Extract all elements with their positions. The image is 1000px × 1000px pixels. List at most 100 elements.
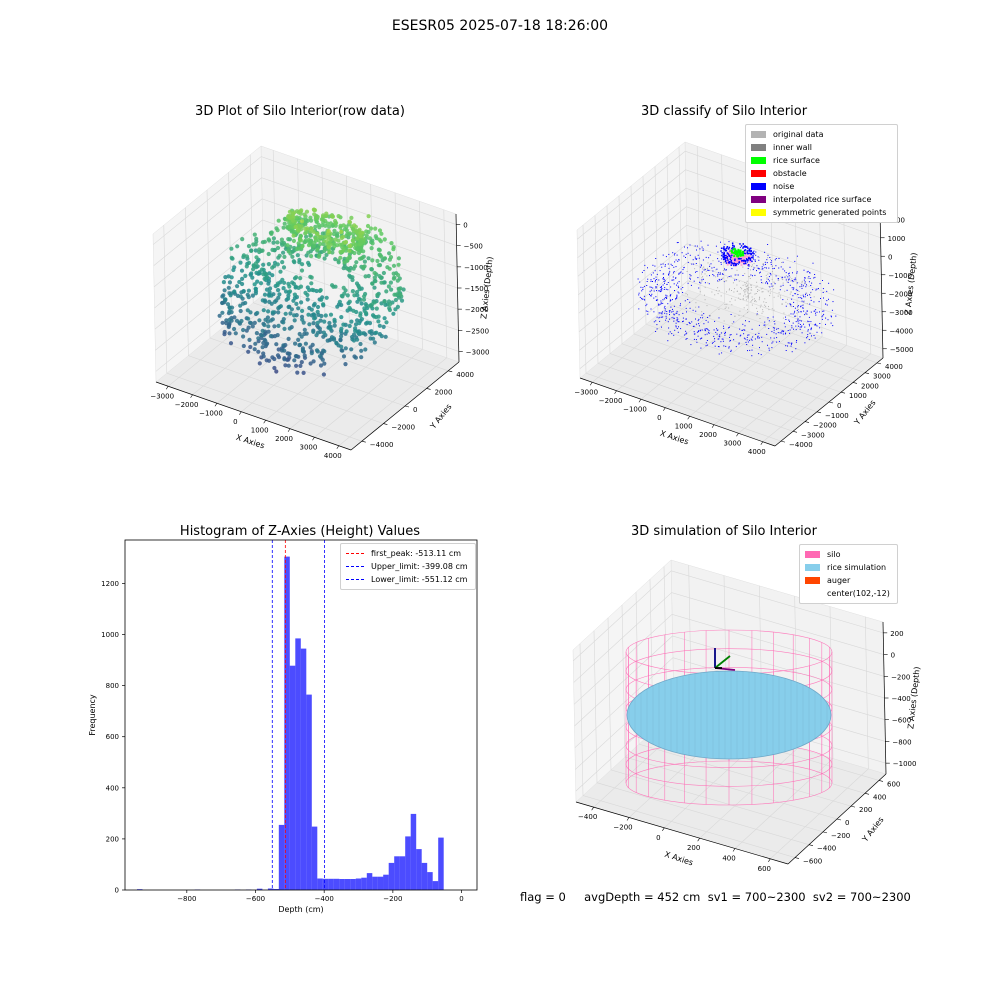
x-tick <box>760 441 764 445</box>
data-point <box>250 275 255 280</box>
data-point <box>307 262 312 267</box>
noise-point <box>782 299 784 301</box>
histogram-bar <box>438 837 444 890</box>
noise-point <box>757 256 759 258</box>
noise-point <box>776 337 778 339</box>
data-point <box>307 288 312 293</box>
noise-point <box>676 284 677 286</box>
noise-point <box>806 313 808 315</box>
noise-point <box>721 352 723 354</box>
noise-point <box>795 289 797 291</box>
x-tick <box>687 416 690 420</box>
data-point <box>396 256 401 261</box>
noise-point <box>665 315 667 317</box>
data-point <box>251 267 256 272</box>
noise-point <box>675 266 677 268</box>
data-point <box>309 254 314 259</box>
noise-point <box>769 286 771 288</box>
noise-point <box>669 311 671 313</box>
noise-point <box>810 328 812 329</box>
histogram-bar <box>399 856 406 890</box>
noise-point <box>768 347 770 349</box>
histogram-bar <box>361 877 367 890</box>
grid-line <box>289 192 399 429</box>
noise-point <box>787 276 789 278</box>
noise-point <box>705 319 707 321</box>
noise-point <box>700 240 702 242</box>
data-point <box>308 361 313 366</box>
data-point <box>378 253 383 258</box>
data-point <box>364 303 369 308</box>
data-point <box>339 334 344 339</box>
noise-point <box>814 276 816 278</box>
data-point <box>293 224 298 230</box>
noise-point <box>807 329 809 331</box>
data-point <box>376 319 381 324</box>
data-point <box>327 320 332 326</box>
data-point <box>331 231 336 237</box>
noise-point <box>706 328 708 330</box>
data-point <box>280 260 285 265</box>
noise-point <box>701 265 702 267</box>
noise-point <box>664 280 666 282</box>
noise-point <box>794 310 796 312</box>
z-tick-label: 1000 <box>888 235 906 243</box>
noise-point <box>673 279 675 281</box>
data-point <box>249 248 254 253</box>
data-point <box>353 328 358 333</box>
data-point <box>375 292 380 297</box>
data-point <box>248 344 253 350</box>
data-point <box>238 294 243 299</box>
noise-point <box>664 287 666 289</box>
noise-point <box>773 337 775 339</box>
data-point <box>287 215 292 220</box>
data-point <box>344 228 349 233</box>
noise-point <box>797 289 799 291</box>
noise-point <box>767 278 769 280</box>
data-point <box>318 318 323 323</box>
data-point <box>296 306 301 311</box>
noise-point <box>747 334 749 336</box>
noise-point <box>726 269 727 271</box>
noise-point <box>751 349 753 351</box>
data-point <box>262 322 267 328</box>
data-point <box>253 286 258 291</box>
data-point <box>298 233 303 239</box>
noise-point <box>740 334 742 336</box>
data-point <box>361 265 366 270</box>
noise-point <box>654 270 656 272</box>
noise-point <box>785 316 786 318</box>
noise-point <box>792 281 794 283</box>
noise-point <box>833 289 835 291</box>
data-point <box>350 289 355 294</box>
data-point <box>290 218 296 223</box>
data-point <box>311 243 317 248</box>
panel-title-classify: 3D classify of Silo Interior <box>640 104 808 119</box>
data-point <box>355 236 360 241</box>
noise-point <box>793 279 795 281</box>
grid-line <box>192 158 301 395</box>
noise-point <box>659 270 661 272</box>
histogram-bar <box>295 638 301 890</box>
data-point <box>264 342 269 347</box>
noise-point <box>676 319 678 321</box>
data-point <box>232 326 237 332</box>
noise-point <box>669 314 670 316</box>
data-point <box>372 340 377 345</box>
data-point <box>311 359 316 364</box>
data-point <box>262 239 267 244</box>
noise-point <box>810 311 812 313</box>
data-point <box>387 266 392 271</box>
grid-line <box>689 180 798 417</box>
data-point <box>299 268 305 273</box>
data-point <box>295 253 300 258</box>
noise-point <box>803 296 804 298</box>
noise-point <box>760 279 762 281</box>
noise-point <box>786 289 788 291</box>
data-point <box>309 226 314 231</box>
noise-point <box>724 268 725 270</box>
histogram-bar <box>416 849 422 890</box>
noise-point <box>663 273 665 275</box>
data-point <box>249 271 254 276</box>
grid-line <box>577 187 882 277</box>
